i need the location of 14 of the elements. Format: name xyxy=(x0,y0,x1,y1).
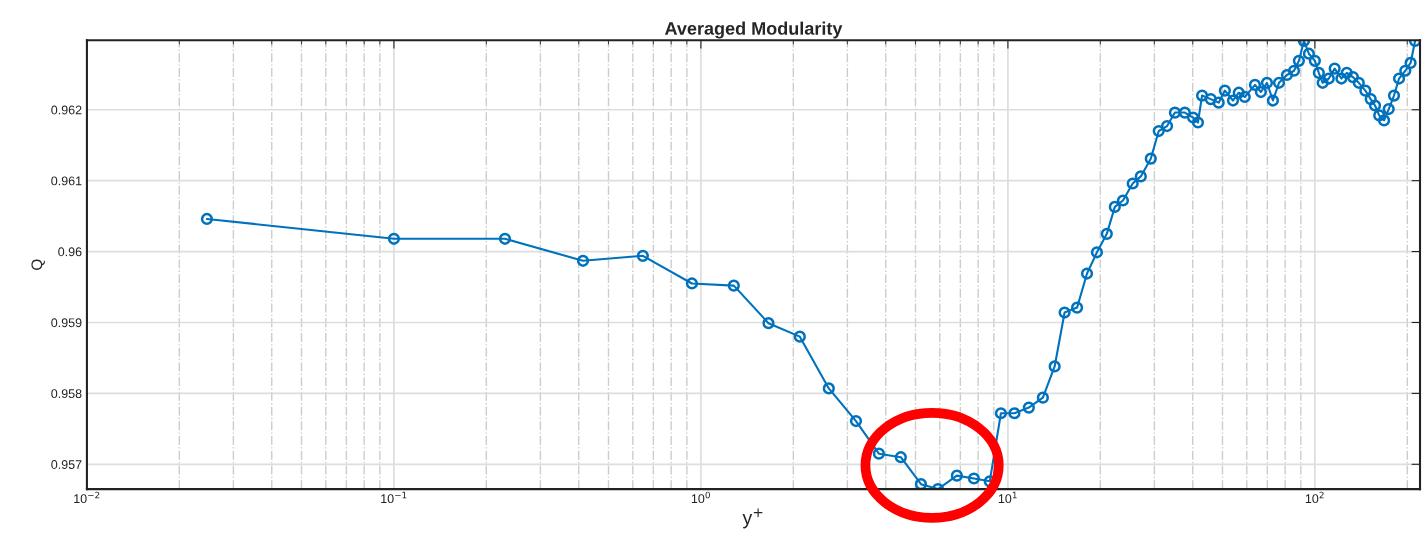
x-tick-label: 10$^{−1}$ xyxy=(381,491,407,504)
y-tick-label: 0.957 xyxy=(51,460,82,469)
x-tick-label: 10$^{1}$ xyxy=(998,491,1017,504)
x-tick-label: 10$^{−2}$ xyxy=(74,491,100,504)
y-tick-label: 0.962 xyxy=(51,105,82,115)
y-tick-label: 0.961 xyxy=(51,176,82,186)
y-tick-label: 0.958 xyxy=(51,389,82,399)
x-axis-title: y$^{+}$ xyxy=(742,508,763,529)
y-axis-title: Q xyxy=(31,259,45,270)
x-tick-label: 10$^{0}$ xyxy=(691,491,710,504)
y-tick-label: 0.96 xyxy=(58,247,82,257)
y-tick-label: 0.959 xyxy=(51,318,82,328)
chart-title: Averaged Modularity xyxy=(664,21,843,39)
x-tick-label: 10$^{2}$ xyxy=(1305,491,1324,504)
